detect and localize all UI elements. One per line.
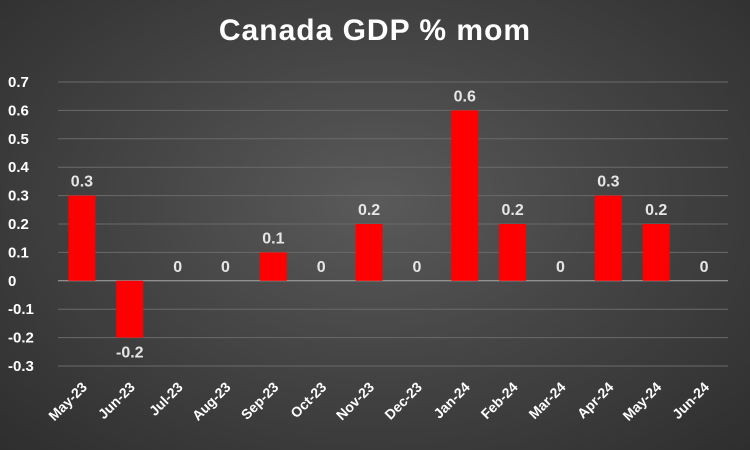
x-tick-label: Jun-23 [95,379,138,422]
data-label: 0.6 [454,88,476,105]
bar [259,252,287,281]
x-tick-label: Apr-24 [574,379,617,422]
y-tick-label: 0 [8,273,16,290]
x-tick-label: Dec-23 [381,379,425,423]
x-tick-label: Jun-24 [669,379,712,422]
data-label: 0 [173,259,182,276]
y-tick-label: 0.7 [8,74,29,91]
bar [68,195,96,281]
bar [594,195,622,281]
x-tick-label: Jul-23 [146,379,186,419]
y-tick-label: 0.3 [8,188,29,205]
data-label: 0.2 [645,202,667,219]
x-tick-label: Mar-24 [525,379,568,422]
x-tick-label: Jan-24 [430,379,473,422]
data-label: -0.2 [116,345,144,362]
bar [642,224,670,281]
data-label: 0.2 [502,202,524,219]
y-tick-label: -0.2 [8,330,34,347]
bar [499,224,527,281]
x-tick-label: Sep-23 [238,379,282,423]
data-label: 0.3 [597,174,619,191]
y-tick-label: 0.6 [8,102,29,119]
data-label: 0 [221,259,230,276]
x-tick-label: May-24 [619,379,664,424]
y-tick-label: -0.3 [8,358,34,375]
x-tick-label: May-23 [45,379,90,424]
x-tick-label: Feb-24 [478,379,521,422]
y-tick-label: 0.2 [8,216,29,233]
bar [355,224,383,281]
x-tick-label: Nov-23 [333,379,377,423]
data-label: 0 [412,259,421,276]
data-label: 0 [556,259,565,276]
bar [116,280,144,338]
x-tick-label: Aug-23 [189,379,234,424]
y-tick-label: 0.5 [8,131,29,148]
y-tick-label: 0.1 [8,244,29,261]
chart-title: Canada GDP % mom [218,14,532,47]
data-label: 0 [700,259,709,276]
data-label: 0 [317,259,326,276]
data-label: 0.2 [358,202,380,219]
y-tick-label: -0.1 [8,301,34,318]
data-label: 0.3 [71,174,93,191]
bar [451,110,479,281]
data-label: 0.1 [262,230,284,247]
y-tick-label: 0.4 [8,159,30,176]
x-tick-label: Oct-23 [287,379,329,421]
